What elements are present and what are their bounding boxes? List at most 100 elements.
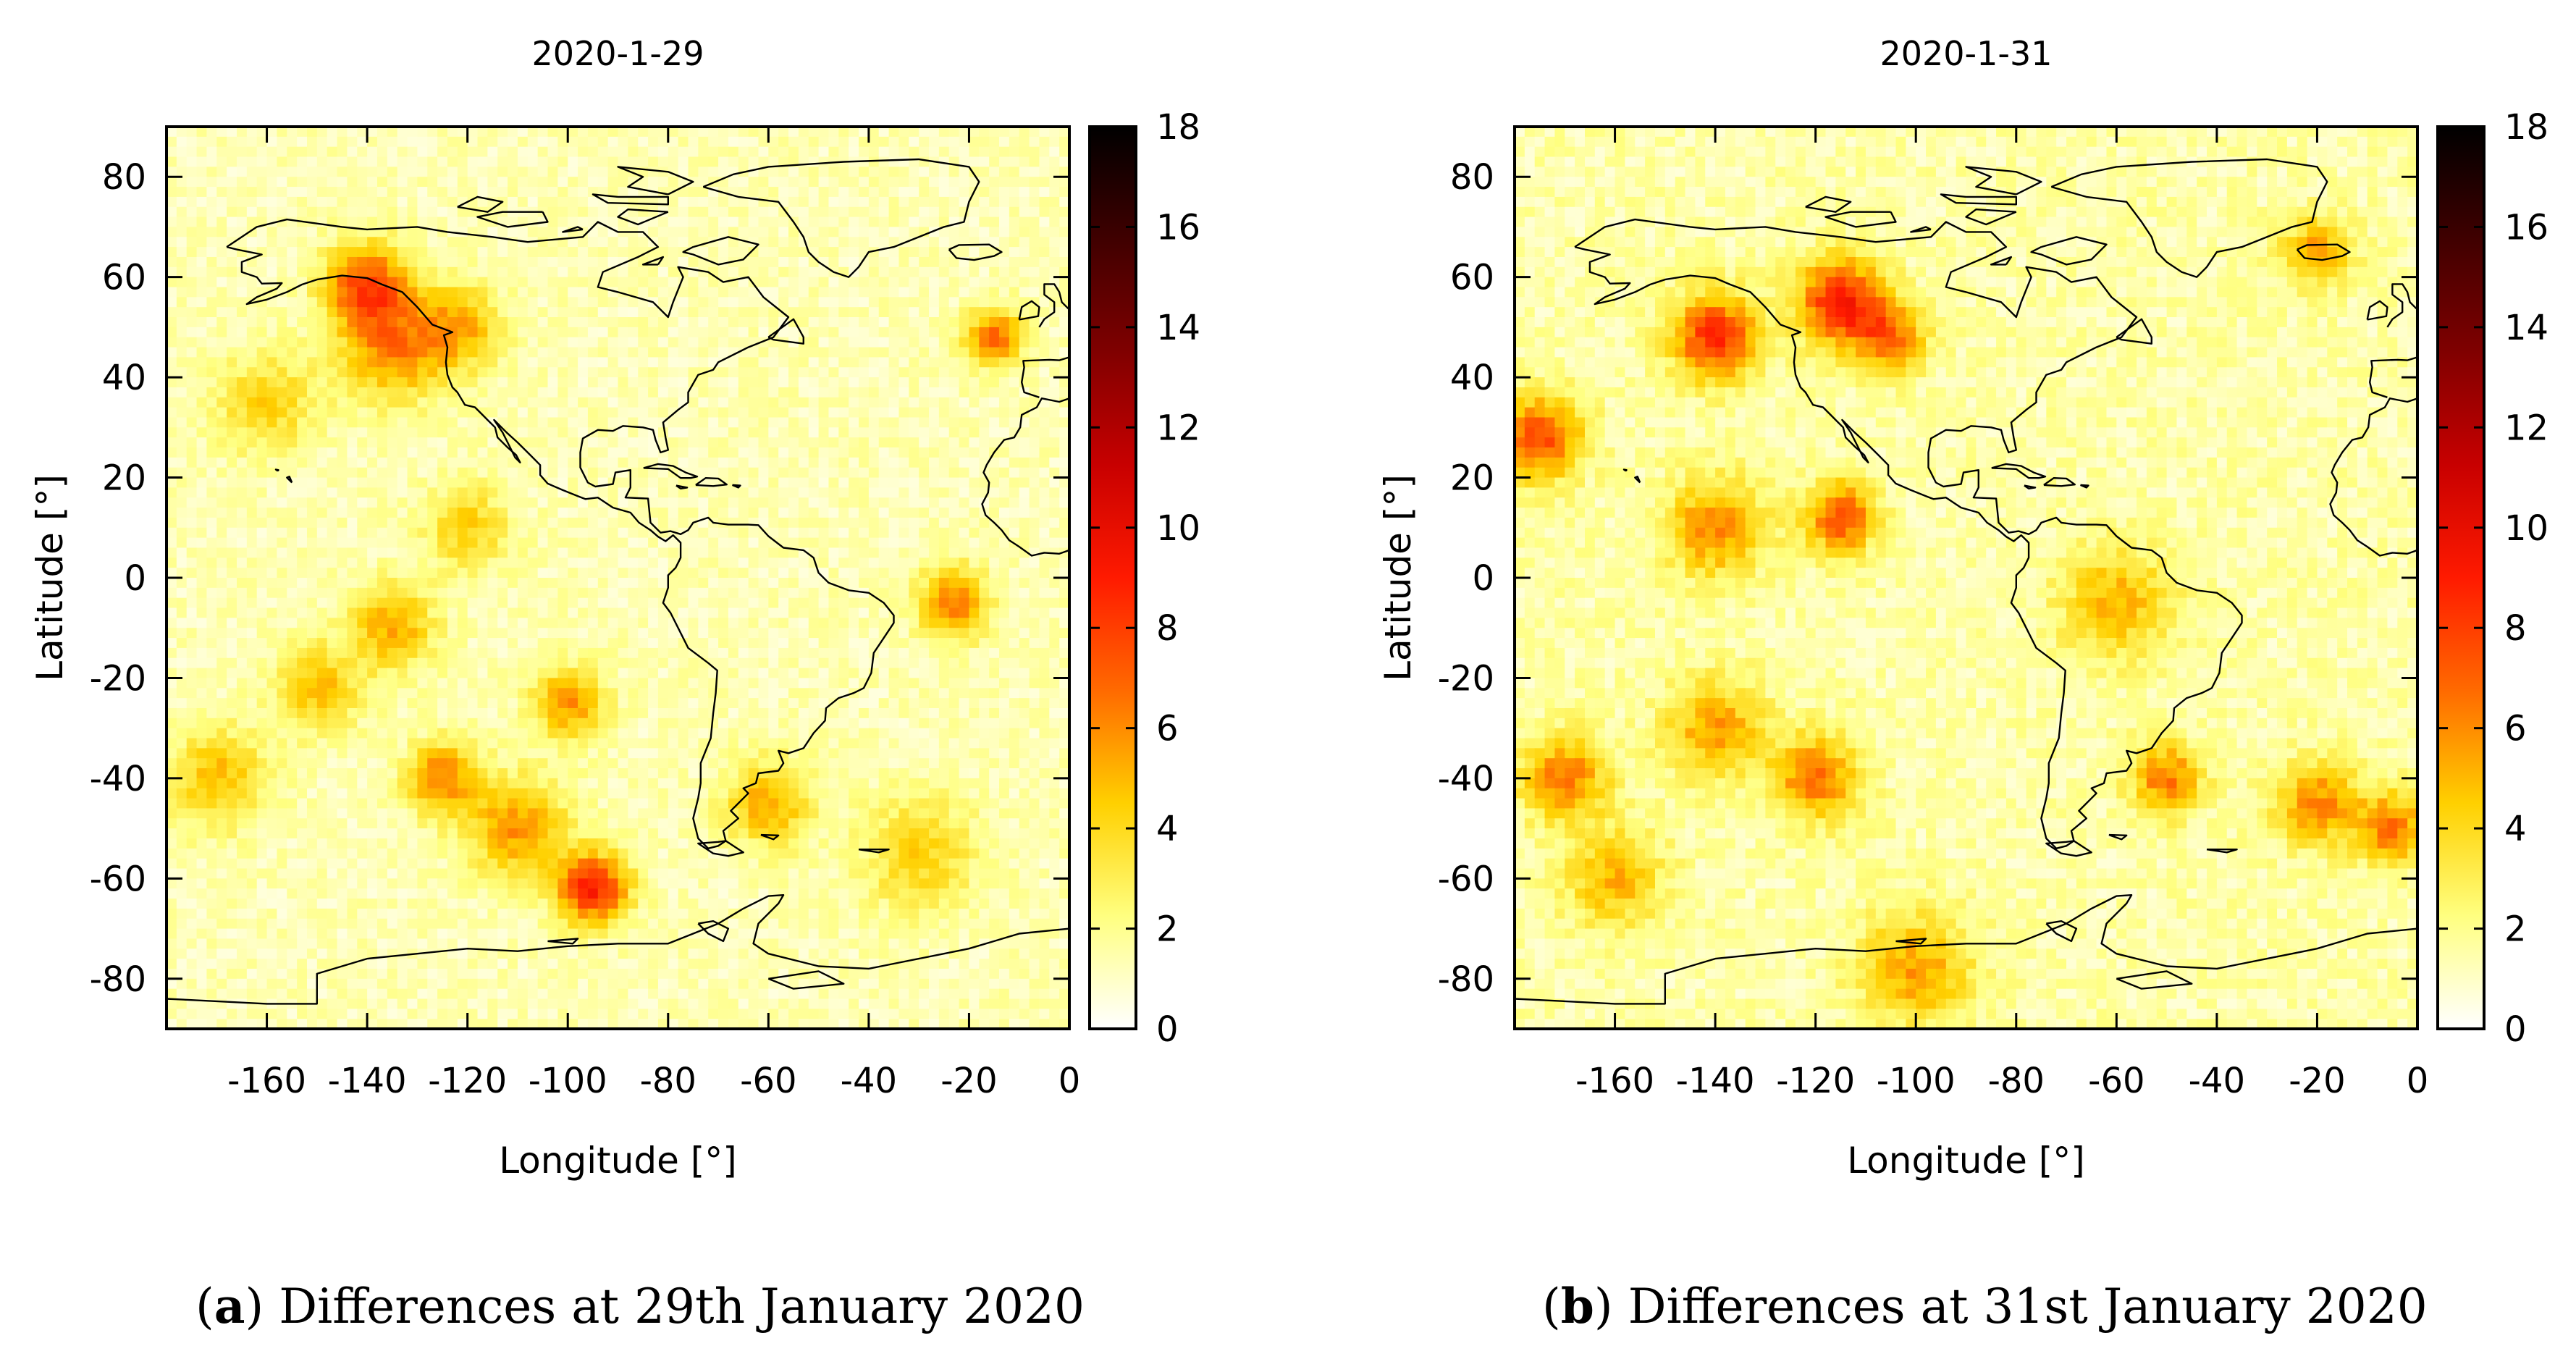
heatmap-cell xyxy=(266,427,278,438)
heatmap-cell xyxy=(728,628,739,639)
heatmap-cell xyxy=(648,146,659,158)
heatmap-cell xyxy=(698,638,709,649)
heatmap-cell xyxy=(427,467,438,479)
heatmap-cell xyxy=(678,437,689,448)
heatmap-cell xyxy=(557,347,568,358)
heatmap-cell xyxy=(547,578,559,589)
heatmap-cell xyxy=(728,266,739,278)
heatmap-cell xyxy=(989,216,1000,228)
heatmap-cell xyxy=(508,457,518,468)
heatmap-cell xyxy=(778,127,789,138)
heatmap-cell xyxy=(367,337,378,348)
heatmap-cell xyxy=(427,558,438,568)
heatmap-cell xyxy=(909,638,919,649)
heatmap-cell xyxy=(487,578,498,589)
heatmap-cell xyxy=(287,407,298,418)
heatmap-cell xyxy=(657,196,669,208)
heatmap-cell xyxy=(407,177,418,188)
heatmap-cell xyxy=(868,177,880,188)
heatmap-cell xyxy=(547,177,559,188)
heatmap-cell xyxy=(748,127,759,138)
heatmap-cell xyxy=(387,477,398,489)
heatmap-cell xyxy=(437,537,448,549)
heatmap-cell xyxy=(367,327,378,338)
heatmap-cell xyxy=(909,537,919,549)
heatmap-cell xyxy=(508,357,518,368)
heatmap-cell xyxy=(768,177,779,188)
heatmap-cell xyxy=(437,387,448,398)
heatmap-cell xyxy=(849,256,859,268)
heatmap-cell xyxy=(287,206,298,218)
heatmap-cell xyxy=(537,367,549,378)
heatmap-cell xyxy=(417,237,428,248)
heatmap-cell xyxy=(979,618,990,628)
heatmap-cell xyxy=(287,578,298,589)
heatmap-cell xyxy=(888,136,900,148)
heatmap-cell xyxy=(277,266,287,278)
heatmap-cell xyxy=(277,407,287,418)
heatmap-cell xyxy=(176,287,188,298)
heatmap-cell xyxy=(868,317,880,328)
heatmap-cell xyxy=(487,397,498,408)
heatmap-cell xyxy=(357,508,368,518)
heatmap-cell xyxy=(657,127,669,138)
heatmap-cell xyxy=(638,517,649,529)
heatmap-cell xyxy=(578,587,589,599)
heatmap-cell xyxy=(297,307,308,318)
heatmap-cell xyxy=(718,517,729,529)
heatmap-cell xyxy=(206,527,217,539)
heatmap-cell xyxy=(447,277,458,288)
heatmap-cell xyxy=(607,146,619,158)
heatmap-cell xyxy=(417,578,428,589)
heatmap-cell xyxy=(517,156,529,168)
heatmap-cell xyxy=(337,327,348,338)
heatmap-cell xyxy=(216,638,227,649)
heatmap-cell xyxy=(497,377,508,388)
heatmap-cell xyxy=(337,206,348,218)
heatmap-cell xyxy=(316,678,328,689)
heatmap-cell xyxy=(898,568,910,578)
heatmap-cell xyxy=(417,287,428,298)
heatmap-cell xyxy=(678,578,689,589)
heatmap-cell xyxy=(878,417,890,429)
heatmap-cell xyxy=(738,297,749,308)
heatmap-cell xyxy=(909,156,919,168)
heatmap-cell xyxy=(517,497,529,508)
heatmap-cell xyxy=(557,367,568,378)
heatmap-cell xyxy=(517,136,529,148)
heatmap-cell xyxy=(698,146,709,158)
heatmap-cell xyxy=(167,558,177,568)
heatmap-cell xyxy=(557,337,568,348)
heatmap-cell xyxy=(758,327,770,338)
heatmap-cell xyxy=(999,568,1010,578)
heatmap-cell xyxy=(467,167,479,177)
heatmap-cell xyxy=(327,227,338,237)
heatmap-cell xyxy=(467,216,479,228)
heatmap-cell xyxy=(898,337,910,348)
heatmap-cell xyxy=(557,647,568,659)
heatmap-cell xyxy=(347,317,358,328)
heatmap-cell xyxy=(557,597,568,609)
heatmap-cell xyxy=(537,377,549,388)
heatmap-cell xyxy=(788,266,799,278)
heatmap-cell xyxy=(306,437,318,448)
heatmap-cell xyxy=(347,668,358,679)
heatmap-cell xyxy=(849,427,859,438)
heatmap-cell xyxy=(437,297,448,308)
heatmap-cell xyxy=(718,317,729,328)
heatmap-cell xyxy=(167,397,177,408)
heatmap-cell xyxy=(327,337,338,348)
heatmap-cell xyxy=(287,587,298,599)
heatmap-cell xyxy=(698,607,709,619)
heatmap-cell xyxy=(748,517,759,529)
heatmap-cell xyxy=(216,647,227,659)
heatmap-cell xyxy=(838,497,849,508)
heatmap-cell xyxy=(1009,517,1020,529)
heatmap-cell xyxy=(387,407,398,418)
heatmap-cell xyxy=(316,256,328,268)
heatmap-cell xyxy=(999,657,1010,669)
heatmap-cell xyxy=(969,327,980,338)
heatmap-cell xyxy=(306,297,318,308)
heatmap-cell xyxy=(898,347,910,358)
